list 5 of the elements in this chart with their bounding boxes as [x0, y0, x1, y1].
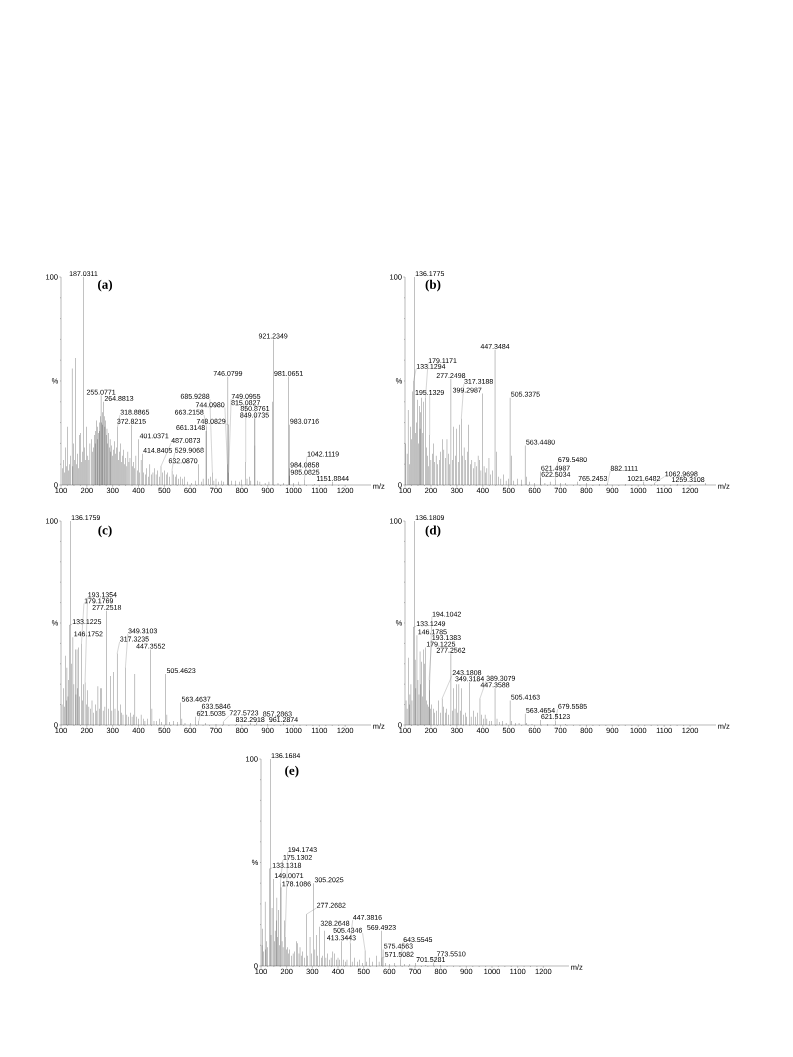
- chart-title: (a): [98, 279, 113, 292]
- chart-title: (d): [425, 525, 441, 538]
- chart-title: (e): [285, 765, 299, 778]
- chart-title: (c): [98, 525, 112, 538]
- chart-title: (b): [425, 279, 441, 292]
